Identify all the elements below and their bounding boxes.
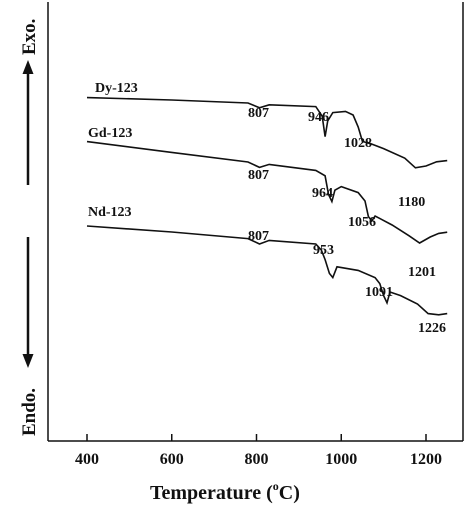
endo-label: Endo. xyxy=(19,388,40,436)
x-ticks: 400 600 800 1000 1200 xyxy=(75,434,442,468)
peak-label: 946 xyxy=(308,110,329,125)
series-name-dy-123: Dy-123 xyxy=(95,81,138,96)
exo-arrow-head xyxy=(22,60,34,74)
exo-label: Exo. xyxy=(19,19,40,55)
endo-arrow-head xyxy=(22,354,34,368)
peak-label: 807 xyxy=(248,106,269,121)
peak-label: 807 xyxy=(248,168,269,183)
series-line-dy-123 xyxy=(86,96,448,169)
peak-label: 807 xyxy=(248,229,269,244)
series-name-nd-123: Nd-123 xyxy=(88,205,132,220)
peak-label: 1226 xyxy=(418,321,446,336)
peak-label: 1028 xyxy=(344,136,372,151)
peak-label: 1056 xyxy=(348,215,376,230)
peak-label: 1180 xyxy=(398,195,425,210)
peak-label: 1201 xyxy=(408,265,436,280)
peak-label: 953 xyxy=(313,243,334,258)
x-tick-label: 800 xyxy=(245,451,269,468)
x-tick-label: 1200 xyxy=(410,451,442,468)
series-name-gd-123: Gd-123 xyxy=(88,126,132,141)
x-tick-label: 600 xyxy=(160,451,184,468)
x-tick-label: 1000 xyxy=(325,451,357,468)
degree-superscript: o xyxy=(273,479,279,493)
series-line-gd-123 xyxy=(86,140,448,244)
peak-label: 1091 xyxy=(365,285,393,300)
peak-label: 964 xyxy=(312,186,333,201)
series-line-nd-123 xyxy=(86,225,448,316)
x-tick-label: 400 xyxy=(75,451,99,468)
x-axis-title: Temperature (oC) xyxy=(150,479,300,504)
